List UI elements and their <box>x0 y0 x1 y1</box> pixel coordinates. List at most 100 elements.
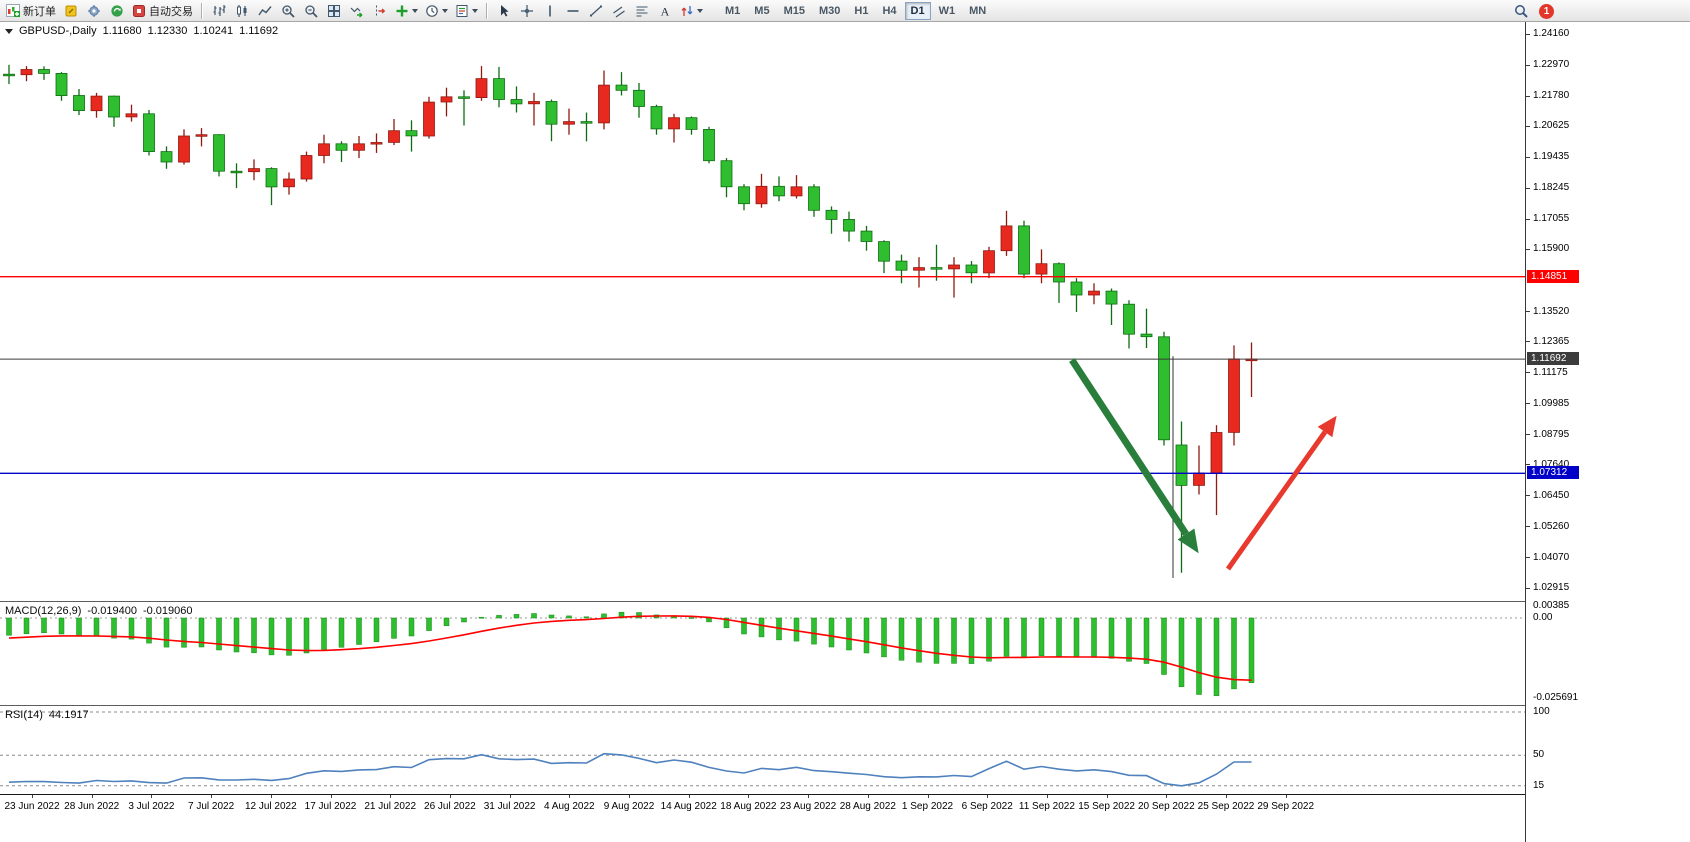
price-axis-label: 1.15900 <box>1533 243 1570 255</box>
arrows-tool-button[interactable] <box>677 1 706 21</box>
macd-canvas[interactable] <box>0 602 1525 704</box>
line-chart-icon <box>258 5 272 15</box>
macd-axis-label: 0.00385 <box>1533 600 1570 611</box>
timeframe-button-m15[interactable]: M15 <box>778 2 811 20</box>
dropdown-caret-icon <box>412 8 418 13</box>
time-axis-label: 26 Jul 2022 <box>424 801 476 812</box>
cursor-button[interactable] <box>493 1 515 21</box>
chart-high-value: 1.12330 <box>147 25 188 37</box>
auto-scroll-icon <box>350 7 363 18</box>
horizontal-line-tool-button[interactable] <box>562 1 584 21</box>
rsi-axis-label: 100 <box>1533 706 1550 717</box>
gear-icon <box>88 4 100 17</box>
chart-collapse-triangle-icon[interactable] <box>5 28 13 34</box>
price-axis-label: 1.21780 <box>1533 90 1570 102</box>
price-axis-label: 1.09985 <box>1533 397 1570 409</box>
autotrading-label: 自动交易 <box>149 5 193 18</box>
community-button[interactable] <box>106 1 128 21</box>
price-axis-label: 1.11175 <box>1533 366 1568 378</box>
text-tool-button[interactable]: A <box>654 1 676 21</box>
time-axis-label: 7 Jul 2022 <box>188 801 235 812</box>
line-chart-button[interactable] <box>254 1 276 21</box>
indicators-button[interactable] <box>392 1 421 21</box>
rsi-value: 44.1917 <box>48 709 89 721</box>
timeframe-button-m30[interactable]: M30 <box>813 2 846 20</box>
price-axis-label: 1.08795 <box>1533 428 1570 440</box>
auto-scroll-button[interactable] <box>346 1 368 21</box>
timeframe-button-m1[interactable]: M1 <box>719 2 746 20</box>
autotrading-button[interactable]: 自动交易 <box>129 1 196 21</box>
zoom-in-button[interactable] <box>277 1 299 21</box>
time-axis-label: 11 Sep 2022 <box>1018 801 1075 812</box>
equidistant-channel-icon <box>613 6 625 17</box>
macd-signal-value: -0.019060 <box>142 605 193 617</box>
candlestick-chart-button[interactable] <box>231 1 253 21</box>
timeframe-button-h4[interactable]: H4 <box>876 2 902 20</box>
metaeditor-icon <box>65 5 77 16</box>
bearish-arrow-annotation[interactable] <box>1069 358 1199 554</box>
time-axis-label: 29 Sep 2022 <box>1257 801 1315 812</box>
metaeditor-button[interactable] <box>60 1 82 21</box>
bullish-arrow-annotation[interactable] <box>1225 415 1337 571</box>
time-axis-label: 3 Jul 2022 <box>128 801 175 812</box>
zoom-out-button[interactable] <box>300 1 322 21</box>
price-axis-label: 1.18245 <box>1533 182 1570 194</box>
time-axis[interactable]: 23 Jun 2022 28 Jun 2022 3 Jul 2022 7 Jul 20… <box>0 794 1525 817</box>
notification-badge[interactable]: 1 <box>1539 3 1554 19</box>
price-chart-canvas[interactable] <box>0 22 1525 600</box>
rsi-axis-label: 15 <box>1533 779 1545 791</box>
price-axis-label: 1.19435 <box>1533 151 1570 163</box>
macd-panel: MACD(12,26,9) -0.019400 -0.019060 <box>0 601 1525 704</box>
time-axis-label: 28 Aug 2022 <box>839 801 896 812</box>
tile-windows-button[interactable] <box>323 1 345 21</box>
zoom-in-icon <box>282 4 295 18</box>
timeframe-button-mn[interactable]: MN <box>963 2 992 20</box>
template-icon <box>456 4 468 17</box>
crosshair-button[interactable] <box>516 1 538 21</box>
timeframe-button-m5[interactable]: M5 <box>748 2 775 20</box>
time-axis-label: 17 Jul 2022 <box>304 801 357 812</box>
trendline-tool-button[interactable] <box>585 1 607 21</box>
rsi-canvas[interactable] <box>0 706 1525 794</box>
bar-chart-button[interactable] <box>208 1 230 21</box>
time-axis-label: 28 Jun 2022 <box>64 801 120 812</box>
rsi-header: RSI(14) 44.1917 <box>5 709 89 721</box>
new-order-icon <box>6 3 20 17</box>
rsi-axis-label: 50 <box>1533 749 1545 761</box>
templates-button[interactable] <box>452 1 481 21</box>
price-scale[interactable]: 1.24160 1.22970 1.21780 1.20625 1.19435 1.182… <box>1525 22 1690 842</box>
periods-button[interactable] <box>422 1 451 21</box>
time-axis-label: 1 Sep 2022 <box>901 801 954 812</box>
arrows-icon <box>681 5 693 16</box>
chart-shift-button[interactable] <box>369 1 391 21</box>
timeframe-button-h1[interactable]: H1 <box>848 2 874 20</box>
timeframe-button-w1[interactable]: W1 <box>933 2 962 20</box>
refresh-circle-icon <box>111 4 123 17</box>
resistance-line-tag: 1.14851 <box>1527 269 1579 283</box>
toolbar-separator <box>201 2 203 19</box>
candlestick-chart-icon <box>237 4 247 17</box>
time-axis-label: 14 Aug 2022 <box>660 801 717 812</box>
chart-header: GBPUSD-,Daily 1.11680 1.12330 1.10241 1.… <box>5 25 278 37</box>
horizontal-line-icon <box>567 9 579 12</box>
timeframe-button-d1[interactable]: D1 <box>904 1 931 20</box>
main-chart-panel: GBPUSD-,Daily 1.11680 1.12330 1.10241 1.… <box>0 22 1525 600</box>
price-axis-label: 1.22970 <box>1533 59 1570 70</box>
text-icon: A <box>661 4 670 18</box>
vertical-line-icon <box>549 5 551 16</box>
search-button[interactable] <box>1510 1 1532 21</box>
channel-tool-button[interactable] <box>608 1 630 21</box>
new-order-button[interactable]: 新订单 <box>3 1 59 21</box>
vertical-line-tool-button[interactable] <box>539 1 561 21</box>
time-axis-label: 21 Jul 2022 <box>364 801 417 812</box>
macd-header: MACD(12,26,9) -0.019400 -0.019060 <box>5 605 193 617</box>
macd-axis-label: 0.00 <box>1533 612 1553 623</box>
price-axis-label: 1.20625 <box>1533 120 1570 132</box>
tile-windows-icon <box>328 4 340 17</box>
time-axis-label: 20 Sep 2022 <box>1137 801 1195 812</box>
options-button[interactable] <box>83 1 105 21</box>
time-axis-label: 15 Sep 2022 <box>1078 801 1135 812</box>
clock-icon <box>426 4 438 17</box>
fibonacci-tool-button[interactable] <box>631 1 653 21</box>
